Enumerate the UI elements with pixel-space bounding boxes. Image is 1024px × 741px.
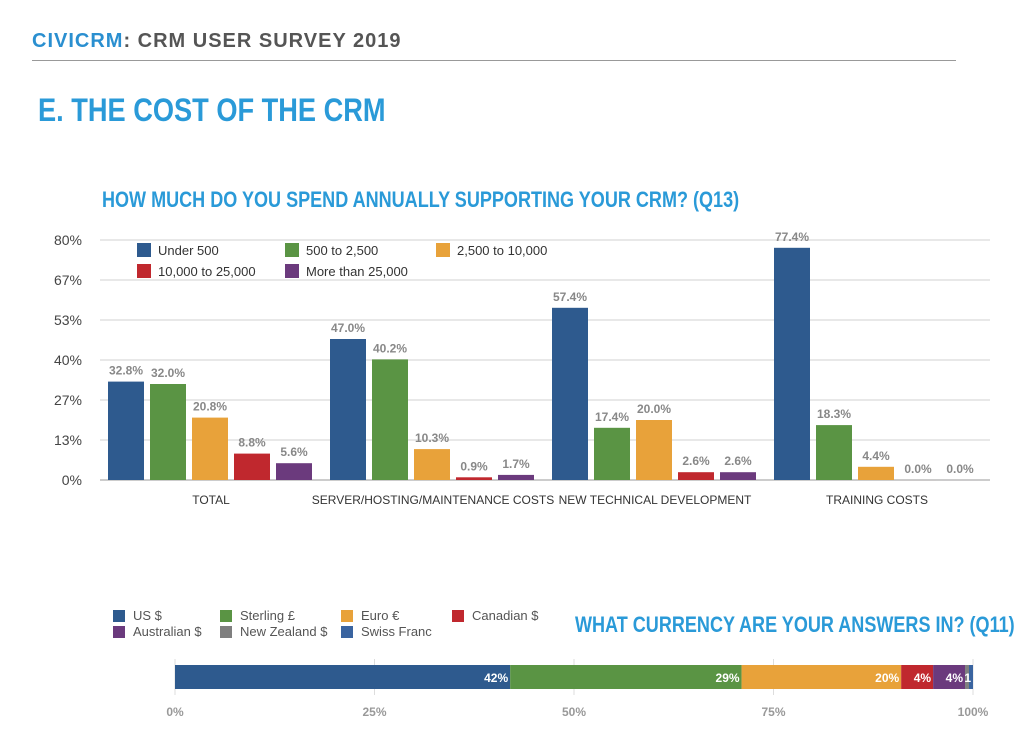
legend-swatch (285, 243, 299, 257)
segment-label: 42% (484, 671, 508, 685)
x-category-label: TRAINING COSTS (826, 493, 928, 507)
bar (858, 466, 894, 480)
y-tick-label: 80% (54, 232, 82, 248)
brand: CIVICRM (32, 30, 124, 52)
x-tick-label: 25% (362, 705, 386, 719)
x-category-label: NEW TECHNICAL DEVELOPMENT (559, 493, 752, 507)
header-divider (32, 60, 956, 61)
data-label: 32.0% (151, 366, 185, 380)
legend-label: More than 25,000 (306, 264, 408, 279)
data-label: 17.4% (595, 410, 629, 424)
chart2-title: WHAT CURRENCY ARE YOUR ANSWERS IN? (Q11) (575, 612, 1015, 637)
legend-label: Euro € (361, 608, 400, 623)
legend-swatch (341, 610, 353, 622)
report-title: : CRM USER SURVEY 2019 (123, 30, 402, 52)
legend-swatch (285, 264, 299, 278)
legend-swatch (220, 626, 232, 638)
segment-label: 20% (875, 671, 899, 685)
legend-label: 10,000 to 25,000 (158, 264, 256, 279)
bar (330, 339, 366, 480)
legend-label: US $ (133, 608, 163, 623)
bar (234, 453, 270, 480)
y-tick-label: 13% (54, 432, 82, 448)
data-label: 2.6% (724, 454, 752, 468)
legend-label: 2,500 to 10,000 (457, 243, 547, 258)
x-category-label: TOTAL (192, 493, 230, 507)
y-tick-label: 0% (62, 472, 82, 488)
bar (372, 359, 408, 480)
legend-swatch (436, 243, 450, 257)
stacked-segment (741, 665, 902, 689)
legend-swatch (137, 264, 151, 278)
bar (636, 420, 672, 480)
bar (414, 449, 450, 480)
bar (192, 417, 228, 480)
stacked-segment (901, 665, 934, 689)
y-tick-label: 53% (54, 312, 82, 328)
legend-label: Canadian $ (472, 608, 539, 623)
data-label: 40.2% (373, 341, 407, 355)
x-category-label: SERVER/HOSTING/MAINTENANCE COSTS (312, 493, 554, 507)
report-header: CIVICRM: CRM USER SURVEY 2019 (32, 30, 401, 53)
x-tick-label: 0% (166, 705, 184, 719)
stacked-segment (969, 665, 973, 689)
data-label: 18.3% (817, 407, 851, 421)
legend-label: Sterling £ (240, 608, 296, 623)
data-label: 77.4% (775, 230, 809, 244)
bar (276, 463, 312, 480)
legend-label: 500 to 2,500 (306, 243, 378, 258)
bar (678, 472, 714, 480)
data-label: 0.9% (460, 459, 488, 473)
x-tick-label: 50% (562, 705, 586, 719)
y-tick-label: 27% (54, 392, 82, 408)
data-label: 2.6% (682, 454, 710, 468)
x-tick-label: 75% (761, 705, 785, 719)
y-tick-label: 67% (54, 272, 82, 288)
bar (456, 477, 492, 480)
legend-label: Under 500 (158, 243, 219, 258)
data-label: 47.0% (331, 321, 365, 335)
legend-swatch (220, 610, 232, 622)
data-label: 0.0% (946, 462, 974, 476)
bar (720, 472, 756, 480)
data-label: 20.0% (637, 402, 671, 416)
data-label: 57.4% (553, 290, 587, 304)
data-label: 1.7% (502, 457, 530, 471)
bar (816, 425, 852, 480)
data-label: 4.4% (862, 449, 890, 463)
segment-label: 4% (946, 671, 964, 685)
legend-swatch (341, 626, 353, 638)
bar (774, 247, 810, 480)
bar (498, 474, 534, 480)
bar (150, 384, 186, 480)
data-label: 20.8% (193, 400, 227, 414)
data-label: 10.3% (415, 431, 449, 445)
legend-swatch (113, 626, 125, 638)
stacked-segment (965, 665, 970, 689)
legend-label: New Zealand $ (240, 624, 328, 639)
legend-swatch (137, 243, 151, 257)
segment-label: 4% (914, 671, 932, 685)
segment-label: 29% (716, 671, 740, 685)
data-label: 0.0% (904, 462, 932, 476)
stacked-segment (510, 665, 742, 689)
bar (108, 381, 144, 480)
data-label: 8.8% (238, 436, 266, 450)
legend-label: Australian $ (133, 624, 202, 639)
legend-swatch (452, 610, 464, 622)
legend-label: Swiss Franc (361, 624, 432, 639)
segment-label: 1 (964, 671, 971, 685)
bar (552, 307, 588, 480)
x-tick-label: 100% (958, 705, 989, 719)
y-tick-label: 40% (54, 352, 82, 368)
stacked-segment (175, 665, 511, 689)
chart1-title: HOW MUCH DO YOU SPEND ANNUALLY SUPPORTIN… (102, 187, 740, 212)
legend-swatch (113, 610, 125, 622)
stacked-segment (933, 665, 966, 689)
bar (594, 427, 630, 480)
section-title: E. THE COST OF THE CRM (38, 92, 386, 128)
data-label: 5.6% (280, 445, 308, 459)
data-label: 32.8% (109, 364, 143, 378)
